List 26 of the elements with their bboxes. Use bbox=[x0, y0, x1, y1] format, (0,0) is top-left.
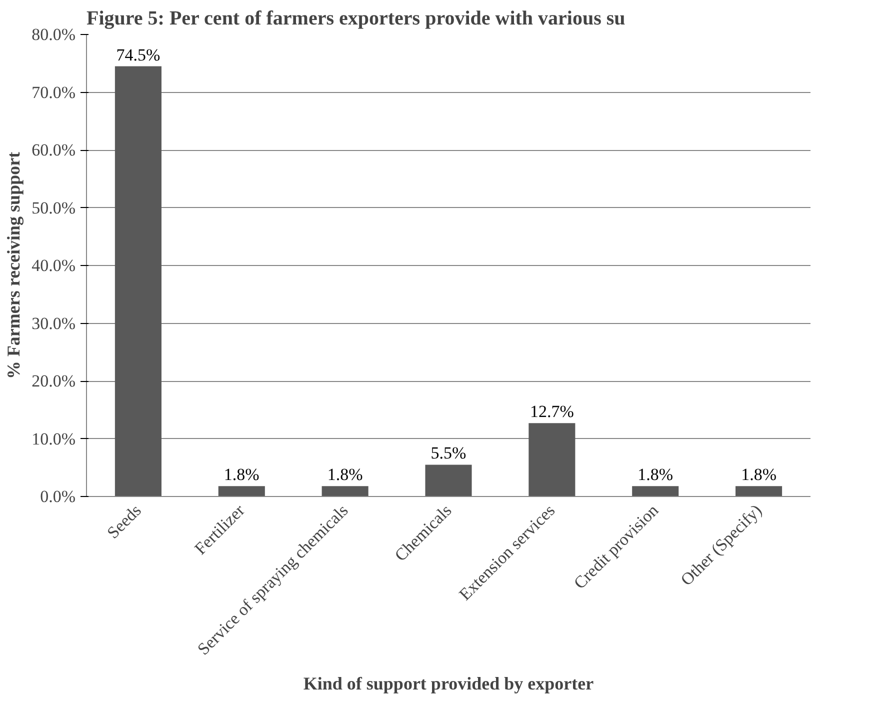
bar bbox=[528, 423, 576, 496]
x-axis-title: Kind of support provided by exporter bbox=[303, 673, 594, 694]
bar bbox=[736, 486, 782, 496]
chart-title: Figure 5: Per cent of farmers exporters provide with various su bbox=[86, 8, 626, 30]
y-tick-label: 10.0% bbox=[32, 429, 76, 448]
y-tick-label: 20.0% bbox=[32, 372, 76, 390]
y-tick-label: 30.0% bbox=[32, 314, 76, 333]
y-tick-label: 50.0% bbox=[32, 198, 76, 218]
y-tick-label: 80.0% bbox=[32, 25, 76, 44]
y-tick-label: 40.0% bbox=[32, 256, 76, 275]
bar bbox=[425, 464, 472, 496]
bar bbox=[322, 486, 368, 496]
data-label: 12.7% bbox=[530, 402, 574, 422]
data-label: 1.8% bbox=[224, 465, 260, 484]
data-label: 1.8% bbox=[638, 465, 674, 484]
data-label: 1.8% bbox=[327, 465, 363, 484]
y-tick-label: 70.0% bbox=[32, 82, 76, 102]
y-axis-title: % Farmers receiving support bbox=[4, 152, 24, 380]
y-tick-label: 60.0% bbox=[32, 140, 76, 160]
data-label: 74.5% bbox=[116, 45, 160, 64]
bar bbox=[114, 66, 162, 496]
bar bbox=[632, 486, 679, 496]
y-tick-label: 0.0% bbox=[40, 487, 76, 506]
data-label: 1.8% bbox=[741, 465, 776, 484]
data-label: 5.5% bbox=[430, 444, 466, 463]
bar bbox=[218, 486, 265, 496]
